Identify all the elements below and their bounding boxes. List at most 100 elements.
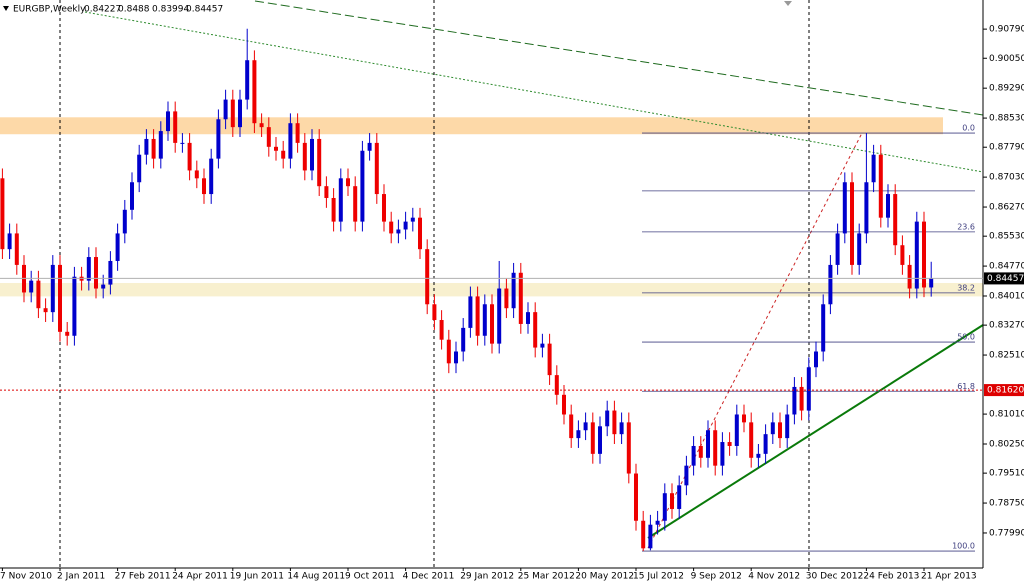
candle-body [43, 308, 48, 313]
candle-body [367, 142, 372, 151]
candle-body [929, 278, 934, 288]
candle-body [641, 520, 646, 549]
candle-body [166, 111, 170, 132]
candle-body [893, 194, 898, 246]
candle-body [900, 245, 905, 265]
x-tick-label: 4 Dec 2011 [403, 572, 455, 582]
y-tick-label: 0.77990 [989, 528, 1024, 538]
candle-body [310, 138, 314, 171]
y-tick-label: 0.79510 [989, 469, 1024, 479]
candle-body [619, 422, 624, 435]
candle-body [86, 257, 91, 281]
candle-body [490, 304, 494, 344]
candle-body [266, 127, 271, 147]
candle-body [29, 280, 34, 293]
candle-body [418, 217, 422, 250]
candle-body [864, 182, 869, 234]
candle-body [202, 178, 206, 195]
candle-body [850, 182, 854, 265]
candle-body [238, 99, 242, 128]
candle-body [907, 264, 912, 289]
candle-body [108, 260, 113, 285]
candle-body [338, 178, 343, 222]
candle-body [389, 221, 394, 234]
x-tick-label: 15 Jul 2012 [633, 572, 684, 582]
candle-body [770, 422, 775, 435]
candle-body [230, 99, 235, 128]
candle-body [446, 339, 451, 364]
trend-line [254, 0, 984, 116]
candle-body [857, 233, 862, 265]
candle-body [763, 434, 768, 454]
y-tick-label: 0.88530 [989, 114, 1024, 124]
fib-label: 100.0 [952, 542, 975, 551]
candle-body [511, 272, 516, 309]
candle-body [497, 288, 502, 344]
candle-body [670, 493, 674, 509]
x-tick-label: 21 Apr 2013 [921, 572, 977, 582]
candle-body [634, 473, 638, 521]
candle-body [590, 422, 595, 454]
candle-body [353, 186, 358, 222]
candle-body [173, 111, 178, 143]
header-high: 0.8488 [118, 5, 150, 15]
candle-body [317, 138, 322, 187]
x-tick-label: 27 Feb 2011 [115, 572, 171, 582]
y-tick-label: 0.84770 [989, 262, 1024, 272]
candle-body [252, 60, 257, 124]
candle-body [482, 304, 487, 336]
symbol-icon [3, 6, 9, 11]
candle-body [504, 288, 509, 309]
candle-body [288, 123, 293, 159]
candle-body [605, 410, 610, 427]
candle-body [821, 304, 826, 352]
candle-body [374, 142, 379, 195]
candle-body [533, 312, 538, 348]
candle-body [295, 123, 300, 143]
y-tick-label: 0.81010 [989, 410, 1024, 420]
candle-body [58, 264, 62, 332]
x-tick-label: 29 Jan 2012 [460, 572, 514, 582]
x-tick-label: 20 May 2012 [575, 572, 634, 582]
candle-body [396, 229, 401, 234]
candle-body [749, 422, 754, 458]
candle-body [115, 233, 120, 261]
candle-body [245, 60, 250, 100]
candle-body [50, 264, 55, 313]
candle-body [756, 453, 761, 458]
candle-body [677, 485, 682, 509]
fib-label: 23.6 [957, 222, 975, 231]
candle-body [734, 414, 739, 446]
candle-body [684, 465, 689, 486]
chart-title: EURGBP,Weekly [13, 5, 86, 15]
candle-body [742, 414, 746, 423]
x-tick-label: 9 Sep 2012 [691, 572, 742, 582]
x-tick-label: 24 Feb 2013 [863, 572, 919, 582]
candle-body [137, 154, 142, 183]
candle-body [432, 304, 437, 321]
y-tick-label: 0.83270 [989, 321, 1024, 331]
candle-body [194, 170, 199, 179]
trend-line [84, 11, 984, 173]
candle-body [259, 123, 264, 128]
price-label: 0.84457 [987, 274, 1024, 284]
candle-body [518, 272, 523, 324]
fibonacci: 0.0 23.6 38.2 50.0 61.8 100.0 [642, 124, 975, 552]
candle-body [101, 284, 106, 289]
candle-body [187, 142, 192, 171]
candle-body [842, 182, 847, 234]
candle-body [223, 99, 228, 120]
candle-body [648, 524, 653, 549]
x-tick-label: 25 Mar 2012 [518, 572, 575, 582]
x-tick-label: 19 Jun 2011 [230, 572, 284, 582]
candle-body [72, 276, 77, 336]
candle-body [331, 197, 336, 222]
trend-line [647, 324, 984, 539]
candle-body [828, 264, 833, 305]
candle-body [144, 138, 149, 155]
candle-body [914, 221, 919, 289]
candle-body [122, 209, 127, 234]
x-tick-label: 14 Aug 2011 [287, 572, 345, 582]
y-tick-label: 0.87790 [989, 143, 1024, 153]
candle-body [598, 426, 602, 454]
